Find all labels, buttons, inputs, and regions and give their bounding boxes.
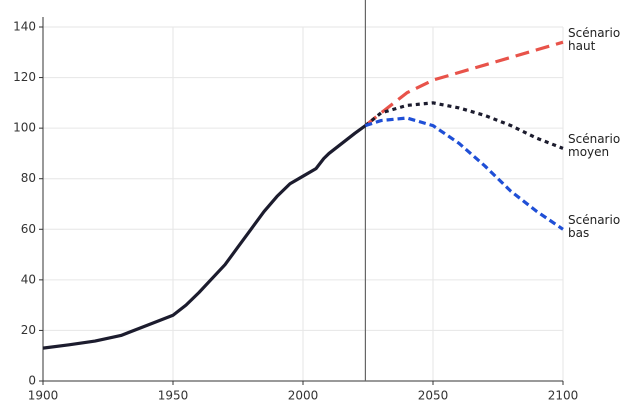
y-tick-label: 20	[21, 323, 36, 337]
legend-text: Scénario moyen	[568, 133, 621, 160]
legend-label: Scénario bas	[568, 214, 621, 241]
legend-label: Scénario haut	[568, 27, 621, 54]
series-line	[42, 124, 367, 350]
y-tick-label: 40	[21, 272, 36, 286]
series-line	[364, 40, 564, 127]
x-tick-label: 2000	[288, 389, 319, 401]
y-tick-label: 0	[28, 374, 36, 388]
y-tick-label: 120	[13, 70, 36, 84]
y-tick-label: 100	[13, 121, 36, 135]
x-tick-label: 1950	[158, 389, 189, 401]
y-tick-label: 60	[21, 222, 36, 236]
y-tick-label: 140	[13, 20, 36, 34]
legend-text: Scénario bas	[568, 214, 621, 241]
legend-label: Scénario moyen	[568, 133, 621, 160]
legend-text: Scénario haut	[568, 27, 621, 54]
series-line	[364, 101, 564, 150]
x-tick-label: 1900	[28, 389, 59, 401]
series-line	[364, 116, 564, 231]
x-tick-label: 2050	[418, 389, 449, 401]
y-tick-label: 80	[21, 171, 36, 185]
x-tick-label: 2100	[548, 389, 579, 401]
